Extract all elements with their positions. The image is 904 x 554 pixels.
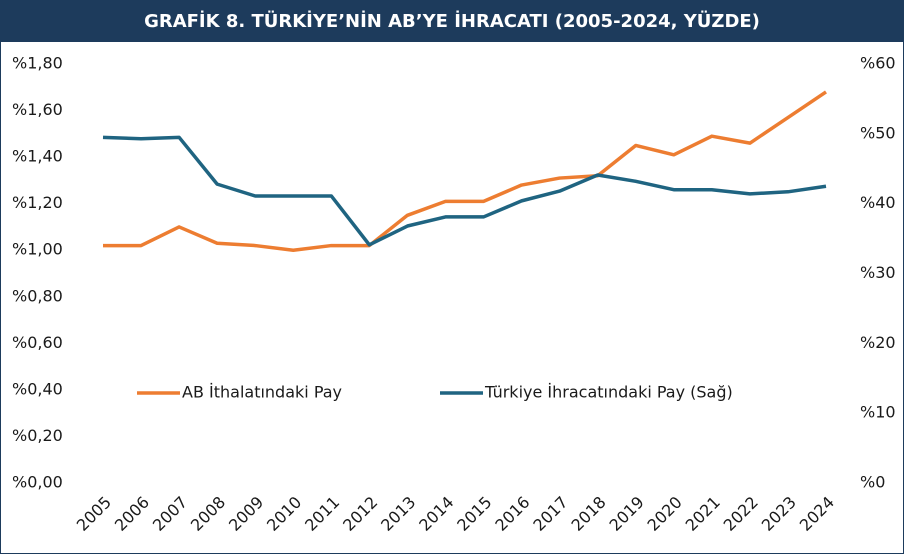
legend-label: AB İthalatındaki Pay — [182, 383, 342, 402]
y-tick-label: %0,80 — [12, 286, 63, 305]
y2-tick-label: %50 — [860, 123, 896, 142]
y2-tick-label: %40 — [860, 193, 896, 212]
y-tick-label: %0,20 — [12, 426, 63, 445]
y-tick-label: %1,20 — [12, 193, 63, 212]
chart-title: GRAFİK 8. TÜRKİYE’NİN AB’YE İHRACATI (20… — [144, 10, 760, 32]
series-line — [102, 135, 827, 247]
legend-label: Türkiye İhracatındaki Pay (Sağ) — [484, 383, 733, 402]
y-tick-label: %0,00 — [12, 473, 63, 492]
title-bar — [0, 0, 904, 42]
y2-tick-label: %0 — [860, 473, 885, 492]
y-tick-label: %0,60 — [12, 333, 63, 352]
y2-tick-label: %30 — [860, 263, 896, 282]
y2-tick-label: %20 — [860, 333, 896, 352]
y2-tick-label: %60 — [860, 54, 896, 73]
y-tick-label: %1,00 — [12, 240, 63, 259]
y-tick-label: %1,60 — [12, 100, 63, 119]
y-tick-label: %1,40 — [12, 147, 63, 166]
y2-tick-label: %10 — [860, 403, 896, 422]
y-tick-label: %0,40 — [12, 379, 63, 398]
y-tick-label: %1,80 — [12, 54, 63, 73]
series-line — [103, 90, 827, 252]
